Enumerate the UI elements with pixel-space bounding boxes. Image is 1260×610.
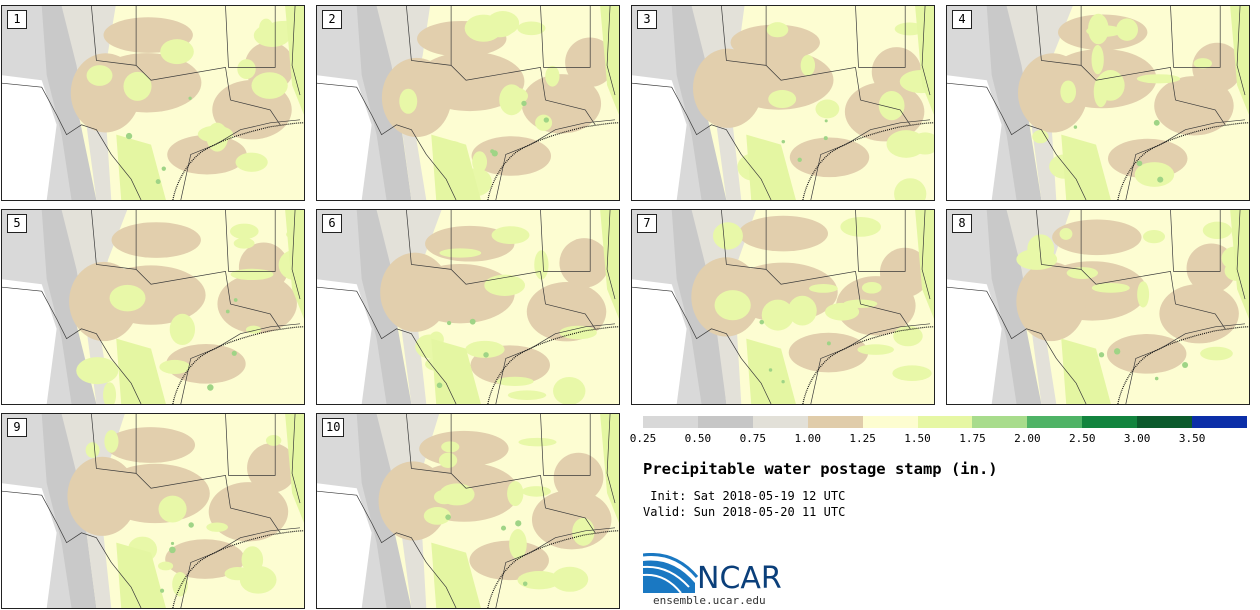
panel-label: 1	[7, 10, 27, 29]
colorbar-ticks: 0.25 0.50 0.75 1.00 1.25 1.50 1.75 2.00 2.50 3.00…	[630, 432, 1247, 446]
panel-9: 9	[1, 413, 305, 609]
precip-map	[632, 210, 934, 404]
panel-label: 3	[637, 10, 657, 29]
panel-label: 10	[322, 418, 345, 437]
colorbar-segment	[643, 416, 699, 428]
colorbar-segment	[752, 416, 809, 428]
panel-label: 9	[7, 418, 27, 437]
figure-title: Precipitable water postage stamp (in.)	[643, 460, 998, 478]
colorbar-segment	[697, 416, 754, 428]
colorbar	[643, 416, 1248, 428]
panel-label: 6	[322, 214, 342, 233]
precip-map	[317, 210, 619, 404]
panel-label: 8	[952, 214, 972, 233]
precip-map	[2, 210, 304, 404]
site-url: ensemble.ucar.edu	[653, 594, 766, 607]
precip-map	[947, 210, 1249, 404]
precip-map	[317, 6, 619, 200]
panel-label: 2	[322, 10, 342, 29]
init-time: Init: Sat 2018-05-19 12 UTC	[643, 489, 846, 503]
colorbar-tick-label: 1.00	[794, 432, 821, 445]
run-info: Init: Sat 2018-05-19 12 UTC Valid: Sun 2…	[643, 488, 845, 520]
logo-text: NCAR	[697, 561, 782, 596]
panel-label: 5	[7, 214, 27, 233]
valid-time: Valid: Sun 2018-05-20 11 UTC	[643, 505, 846, 519]
colorbar-segment	[807, 416, 864, 428]
colorbar-tick-label: 2.00	[1014, 432, 1041, 445]
colorbar-segment	[1137, 416, 1193, 428]
panel-label: 4	[952, 10, 972, 29]
panel-2: 2	[316, 5, 620, 201]
colorbar-segment	[1082, 416, 1138, 428]
colorbar-segment	[1027, 416, 1083, 428]
colorbar-tick-label: 0.25	[629, 432, 657, 445]
precip-map	[2, 6, 304, 200]
precip-map	[317, 414, 619, 608]
panel-8: 8	[946, 209, 1250, 405]
colorbar-segment	[862, 416, 919, 428]
colorbar-segment	[972, 416, 1028, 428]
ncar-logo-icon	[643, 553, 699, 594]
colorbar-tick-label: 3.00	[1123, 432, 1151, 445]
colorbar-tick-label: 2.50	[1069, 432, 1096, 445]
panel-5: 5	[1, 209, 305, 405]
colorbar-tick-label: 0.50	[684, 432, 712, 445]
panel-10: 10	[316, 413, 620, 609]
precip-map	[2, 414, 304, 608]
colorbar-segment	[1192, 416, 1248, 428]
panel-6: 6	[316, 209, 620, 405]
colorbar-tick-label: 3.50	[1178, 432, 1206, 445]
panel-3: 3	[631, 5, 935, 201]
panel-1: 1	[1, 5, 305, 201]
colorbar-tick-label: 0.75	[739, 432, 767, 445]
colorbar-tick-label: 1.50	[904, 432, 931, 445]
colorbar-segment	[917, 416, 973, 428]
precip-map	[632, 6, 934, 200]
panel-7: 7	[631, 209, 935, 405]
colorbar-tick-label: 1.25	[849, 432, 876, 445]
panel-4: 4	[946, 5, 1250, 201]
panel-label: 7	[637, 214, 657, 233]
colorbar-tick-label: 1.75	[959, 432, 986, 445]
precip-map	[947, 6, 1249, 200]
